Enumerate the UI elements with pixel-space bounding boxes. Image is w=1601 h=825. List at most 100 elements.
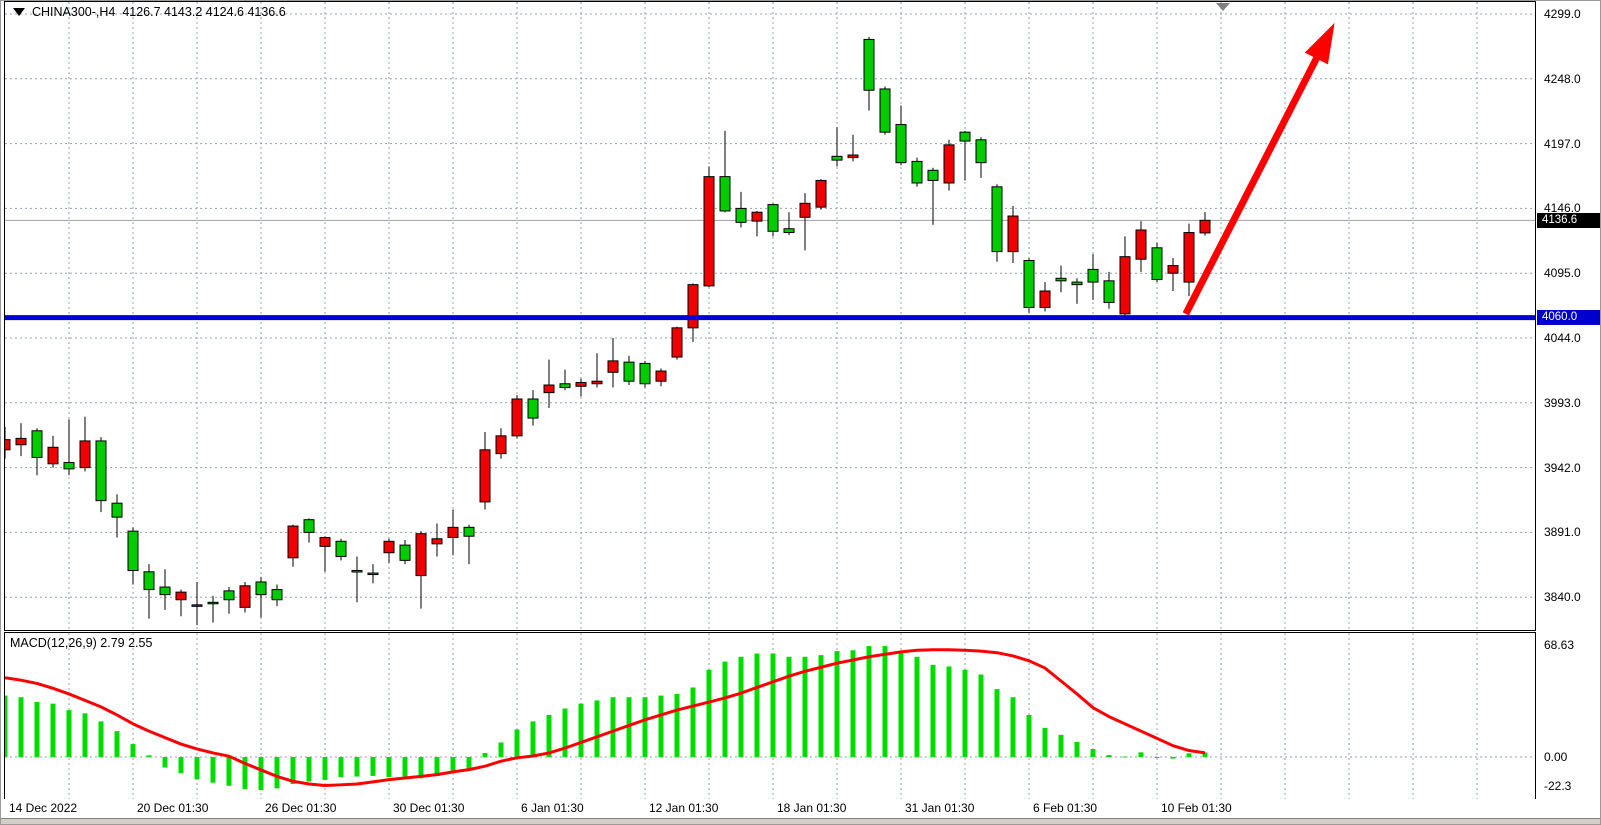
macd-bar (578, 703, 584, 757)
macd-bar (114, 731, 120, 757)
macd-bar (786, 656, 792, 757)
current-price-badge: 4136.6 (1537, 212, 1600, 228)
price-tick-label: 4197.0 (1544, 136, 1581, 151)
candle-body (367, 572, 379, 576)
candle-body (63, 462, 75, 470)
price-axis-scale[interactable]: 4299.0 4248.0 4197.0 4146.0 4095.0 4044.0 3993… (1537, 1, 1600, 798)
macd-bar (1122, 756, 1128, 758)
candle-body (623, 361, 635, 382)
candle-body (335, 540, 347, 558)
macd-bar (322, 757, 328, 780)
symbol-dropdown-icon[interactable] (13, 8, 25, 16)
macd-bar (770, 653, 776, 757)
candle-body (543, 384, 555, 394)
candle-body (959, 131, 971, 142)
macd-bar (82, 713, 88, 757)
candle-body (127, 530, 139, 572)
candle-body (1199, 219, 1211, 234)
candle-body (31, 430, 43, 458)
candle-body (863, 38, 875, 91)
candle-body (815, 179, 827, 208)
candle-body (1119, 256, 1131, 315)
candle-body (303, 519, 315, 533)
candle-body (239, 585, 251, 608)
macd-bar (466, 757, 472, 771)
macd-bar (818, 655, 824, 757)
candle-body (95, 440, 107, 502)
candle-body (575, 381, 587, 387)
candle-body (639, 362, 651, 385)
macd-bar (194, 757, 200, 780)
macd-bar (226, 757, 232, 786)
price-tick-label: 4146.0 (1544, 201, 1581, 216)
candlestick-chart[interactable] (5, 2, 1535, 630)
candle-body (1039, 290, 1051, 309)
chart-shift-marker[interactable] (1216, 3, 1230, 11)
candle-body (591, 380, 603, 385)
macd-bar (562, 708, 568, 757)
candle-body (447, 526, 459, 538)
macd-signal-line (5, 648, 1206, 787)
macd-bar (850, 650, 856, 757)
macd-bar (1010, 697, 1016, 757)
candle-body (671, 327, 683, 358)
macd-bar (1170, 757, 1176, 759)
candle-body (111, 502, 123, 518)
candle-body (383, 540, 395, 554)
candle-body (47, 446, 59, 465)
macd-bar (866, 646, 872, 757)
candle-body (943, 144, 955, 184)
macd-bar (1042, 727, 1048, 757)
candle-body (799, 202, 811, 218)
macd-bar (962, 669, 968, 757)
macd-bar (1026, 714, 1032, 757)
macd-bar (626, 697, 632, 757)
candle-body (255, 581, 267, 596)
macd-bar (706, 669, 712, 757)
macd-bar (450, 757, 456, 774)
candle-body (1183, 232, 1195, 283)
macd-bar (98, 721, 104, 757)
candle-body (559, 383, 571, 389)
candle-body (1151, 247, 1163, 281)
price-tick-label: 4044.0 (1544, 331, 1581, 345)
macd-bar (658, 695, 664, 757)
candle-body (79, 440, 91, 469)
macd-max-label: 68.63 (1544, 638, 1575, 652)
macd-bar (802, 656, 808, 757)
ohlc-readout (115, 5, 122, 19)
trend-arrow[interactable] (1182, 22, 1335, 316)
macd-bar (738, 656, 744, 757)
candle-body (191, 604, 203, 607)
price-tick-label: 4095.0 (1544, 266, 1581, 281)
chart-title: CHINA300-,H4 4126.7 4143.2 4124.6 4136.6 (13, 5, 286, 19)
macd-bar (482, 752, 488, 757)
macd-bar (530, 721, 536, 757)
candle-body (1167, 265, 1179, 274)
macd-bar (306, 757, 312, 782)
ohlc-values: 4126.7 4143.2 4124.6 4136.6 (122, 5, 286, 19)
macd-bar (386, 757, 392, 778)
macd-bar (610, 697, 616, 757)
candle-body (783, 228, 795, 234)
macd-bar (898, 651, 904, 757)
time-axis-scale[interactable]: 14 Dec 2022 20 Dec 01:30 26 Dec 01:30 30 De… (4, 799, 1536, 818)
macd-indicator-panel[interactable] (4, 632, 1536, 800)
macd-bar (946, 666, 952, 757)
macd-bar (594, 700, 600, 757)
symbol-label: CHINA300-,H4 (32, 5, 116, 19)
macd-bar (546, 714, 552, 757)
macd-chart[interactable] (5, 633, 1535, 799)
macd-bar (18, 697, 24, 757)
candle-body (15, 437, 27, 446)
candle-body (271, 589, 283, 601)
macd-bar (978, 674, 984, 757)
price-chart-panel[interactable] (4, 1, 1536, 631)
candle-body (1087, 268, 1099, 283)
macd-min-label: -22.3 (1544, 779, 1572, 793)
macd-bar (498, 742, 504, 757)
candle-body (1055, 277, 1067, 282)
macd-bar (418, 757, 424, 779)
macd-bar (146, 755, 152, 757)
macd-bar (34, 702, 40, 757)
